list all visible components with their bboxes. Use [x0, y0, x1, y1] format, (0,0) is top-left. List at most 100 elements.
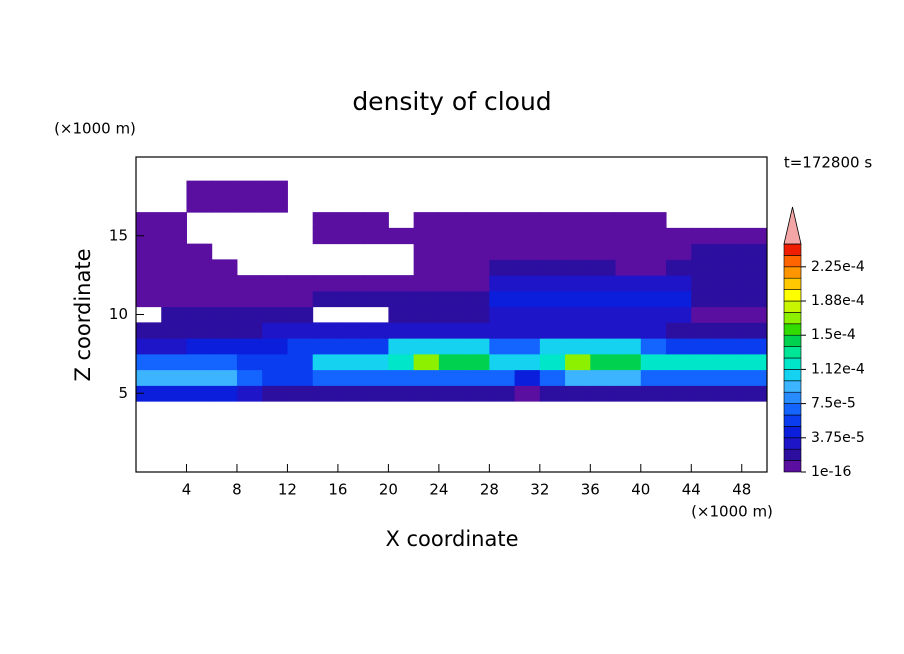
contour-cell	[691, 212, 717, 228]
contour-cell	[741, 322, 768, 339]
contour-cell	[287, 385, 314, 402]
contour-cell	[717, 212, 743, 228]
contour-cell	[489, 306, 516, 323]
contour-cell	[161, 181, 187, 197]
contour-cell	[539, 290, 566, 308]
contour-cell	[186, 259, 213, 276]
contour-cell	[388, 275, 415, 292]
contour-cell	[666, 227, 692, 245]
contour-cell	[742, 212, 768, 228]
contour-cell	[312, 322, 339, 339]
contour-cell	[388, 306, 415, 323]
contour-cell	[186, 306, 213, 323]
contour-cell	[716, 385, 743, 402]
contour-cell	[615, 322, 642, 339]
contour-cell	[666, 259, 692, 276]
contour-cell	[212, 244, 238, 260]
contour-cell	[388, 212, 414, 228]
contour-cell	[464, 306, 490, 323]
contour-cell	[363, 181, 389, 197]
contour-cell	[413, 353, 440, 371]
contour-cell	[363, 212, 389, 229]
contour-cell	[413, 290, 440, 308]
contour-cell	[616, 181, 642, 197]
contour-cell	[691, 259, 718, 276]
contour-cell	[413, 338, 440, 355]
contour-cell	[388, 244, 414, 260]
contour-cell	[337, 369, 364, 386]
contour-cell	[363, 338, 389, 355]
contour-cell	[464, 181, 490, 197]
colorbar-band	[783, 369, 802, 382]
contour-cell	[716, 322, 743, 339]
contour-cell	[590, 353, 617, 371]
contour-cell	[413, 275, 440, 292]
contour-cell	[262, 212, 288, 228]
contour-cell	[666, 243, 692, 260]
contour-cell	[741, 259, 768, 276]
contour-cell	[186, 212, 212, 228]
contour-cell	[413, 259, 440, 276]
contour-cell	[514, 290, 541, 308]
chart-title: density of cloud	[352, 87, 551, 116]
contour-cell	[312, 385, 339, 402]
contour-cell	[287, 196, 313, 212]
x-tick-label: 48	[732, 481, 751, 499]
contour-cell	[716, 227, 743, 245]
contour-cell	[413, 243, 440, 260]
contour-cell	[514, 259, 541, 276]
contour-cell	[489, 369, 516, 386]
colorbar-band	[783, 289, 802, 302]
colorbar-band	[783, 437, 802, 450]
contour-cell	[161, 259, 187, 276]
contour-cell	[211, 275, 238, 292]
contour-cell	[565, 243, 591, 260]
contour-cell	[742, 181, 768, 197]
contour-cell	[312, 227, 339, 245]
contour-cell	[287, 228, 313, 244]
contour-cell	[211, 322, 238, 339]
contour-cell	[237, 228, 263, 244]
contour-cell	[616, 196, 642, 212]
contour-cell	[590, 290, 617, 308]
contour-cell	[741, 227, 768, 245]
contour-cell	[136, 290, 162, 308]
contour-cell	[262, 322, 288, 339]
contour-cell	[615, 227, 642, 245]
contour-cell	[640, 353, 667, 371]
contour-cell	[236, 385, 263, 402]
colorbar-band	[783, 403, 802, 416]
contour-cell	[691, 227, 718, 245]
contour-cell	[514, 306, 541, 323]
contour-cell	[515, 196, 541, 212]
contour-cell	[262, 369, 288, 386]
x-tick-label: 24	[429, 481, 448, 499]
contour-cell	[262, 180, 288, 197]
contour-cell	[363, 385, 389, 402]
contour-cell	[741, 290, 768, 308]
contour-cell	[236, 322, 263, 339]
contour-cell	[413, 369, 440, 386]
contour-cell	[287, 275, 314, 292]
contour-cell	[363, 307, 389, 323]
contour-cell	[438, 290, 465, 308]
contour-cell	[161, 243, 187, 260]
x-tick-label: 4	[182, 481, 192, 499]
contour-cell	[716, 353, 743, 371]
contour-cell	[615, 259, 642, 276]
contour-cell	[236, 353, 263, 371]
contour-cell	[438, 353, 465, 371]
contour-cell	[161, 212, 187, 229]
contour-cell	[666, 322, 692, 339]
contour-cell	[388, 369, 415, 386]
contour-cell	[539, 243, 566, 260]
contour-cell	[186, 322, 213, 339]
contour-cell	[464, 338, 490, 355]
contour-cell	[666, 275, 692, 292]
contour-cell	[438, 306, 465, 323]
contour-cell	[489, 353, 516, 371]
contour-cell	[514, 338, 541, 355]
colorbar-tick-label: 1.88e-4	[811, 293, 865, 309]
colorbar-tick-label: 1e-16	[811, 464, 851, 480]
contour-cell	[136, 196, 162, 212]
